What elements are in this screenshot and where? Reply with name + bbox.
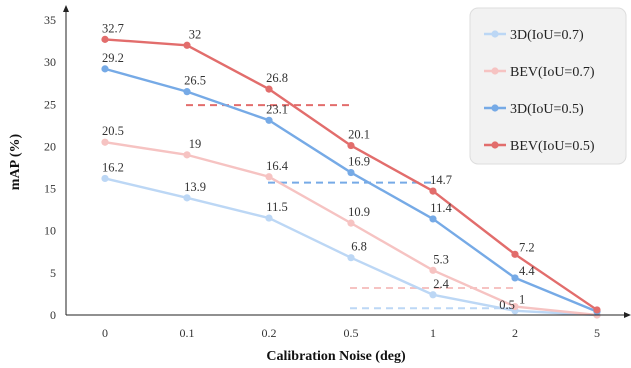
data-point (429, 187, 437, 195)
x-tick-label: 1 (430, 326, 436, 340)
data-point (511, 250, 519, 258)
data-point (265, 214, 273, 222)
data-label: 23.1 (266, 102, 288, 116)
data-point (101, 65, 109, 73)
data-point (265, 85, 273, 93)
legend-box (469, 7, 627, 165)
x-tick-label: 0.5 (344, 326, 359, 340)
data-label: 11.5 (266, 200, 287, 214)
legend-swatch-marker (491, 67, 499, 75)
data-label: 5.3 (433, 252, 449, 266)
series-lines (101, 35, 601, 319)
data-point (265, 116, 273, 124)
x-axis-arrow-icon (624, 312, 631, 318)
y-axis-title: mAP (%) (8, 133, 23, 190)
data-point (183, 41, 191, 49)
data-point (429, 291, 437, 299)
data-label: 1 (519, 293, 525, 307)
data-label: 16.2 (102, 160, 124, 174)
data-label: 32.7 (102, 21, 124, 35)
data-point (511, 302, 519, 311)
x-axis-title: Calibration Noise (deg) (266, 349, 406, 364)
data-labels: 16.2 13.9 11.5 6.8 2.4 0.5 20.5 19 16.4 10.9 5.3 1 2… (102, 21, 535, 311)
data-point (429, 215, 437, 223)
axes (63, 5, 631, 318)
data-label: 7.2 (519, 240, 535, 254)
data-label: 20.1 (348, 128, 370, 142)
y-tick-label: 30 (44, 55, 56, 69)
data-point (183, 194, 191, 202)
data-label: 13.9 (184, 180, 206, 194)
x-tick-labels: 0 0.1 0.2 0.5 1 2 5 (102, 326, 600, 340)
legend-label: BEV(IoU=0.7) (510, 65, 595, 80)
data-label: 4.4 (519, 264, 535, 278)
legend-swatch-marker (491, 30, 499, 38)
data-label: 6.8 (351, 240, 367, 254)
data-point (593, 306, 601, 314)
x-tick-label: 0.1 (180, 326, 195, 340)
data-label: 20.5 (102, 124, 124, 138)
y-tick-label: 0 (50, 308, 56, 322)
x-tick-label: 0 (102, 326, 108, 340)
data-label: 16.4 (266, 159, 289, 173)
data-label: 29.2 (102, 51, 124, 65)
data-label: 26.5 (184, 74, 206, 88)
y-tick-label: 5 (50, 266, 56, 280)
legend-swatch-marker (491, 104, 499, 112)
reference-lines (186, 104, 515, 310)
data-point (101, 138, 109, 146)
data-point (347, 141, 355, 150)
data-point (429, 266, 437, 274)
data-point (347, 254, 355, 262)
data-point (347, 219, 355, 227)
legend-swatch-marker (491, 141, 499, 149)
data-label: 19 (189, 137, 202, 151)
data-label: 14.7 (430, 173, 452, 187)
data-label: 26.8 (266, 71, 288, 85)
data-label: 11.4 (430, 201, 452, 215)
y-tick-label: 20 (44, 139, 56, 153)
data-label: 2.4 (433, 277, 449, 291)
x-tick-label: 5 (594, 326, 600, 340)
y-tick-labels: 0 5 10 15 20 25 30 35 (44, 13, 56, 322)
data-point (265, 173, 273, 181)
legend-label: BEV(IoU=0.5) (510, 139, 595, 154)
data-point (183, 151, 191, 159)
data-point (183, 88, 191, 96)
data-label: 10.9 (348, 205, 370, 219)
y-tick-label: 15 (44, 182, 56, 196)
y-tick-label: 10 (44, 224, 56, 238)
data-label: 0.5 (499, 298, 515, 312)
data-point (101, 174, 109, 183)
data-point (347, 168, 355, 177)
legend-label: 3D(IoU=0.5) (510, 102, 584, 117)
x-tick-label: 2 (512, 326, 518, 340)
data-point (101, 35, 109, 43)
x-tick-label: 0.2 (262, 326, 277, 340)
y-tick-label: 25 (44, 97, 56, 111)
data-label: 32 (189, 27, 202, 41)
data-label: 16.9 (348, 155, 370, 169)
legend-label: 3D(IoU=0.7) (510, 28, 584, 43)
data-point (511, 274, 519, 282)
legend: 3D(IoU=0.7) BEV(IoU=0.7) 3D(IoU=0.5) BEV(Io… (469, 7, 627, 165)
y-tick-label: 35 (44, 13, 56, 27)
y-axis-arrow-icon (63, 5, 69, 12)
